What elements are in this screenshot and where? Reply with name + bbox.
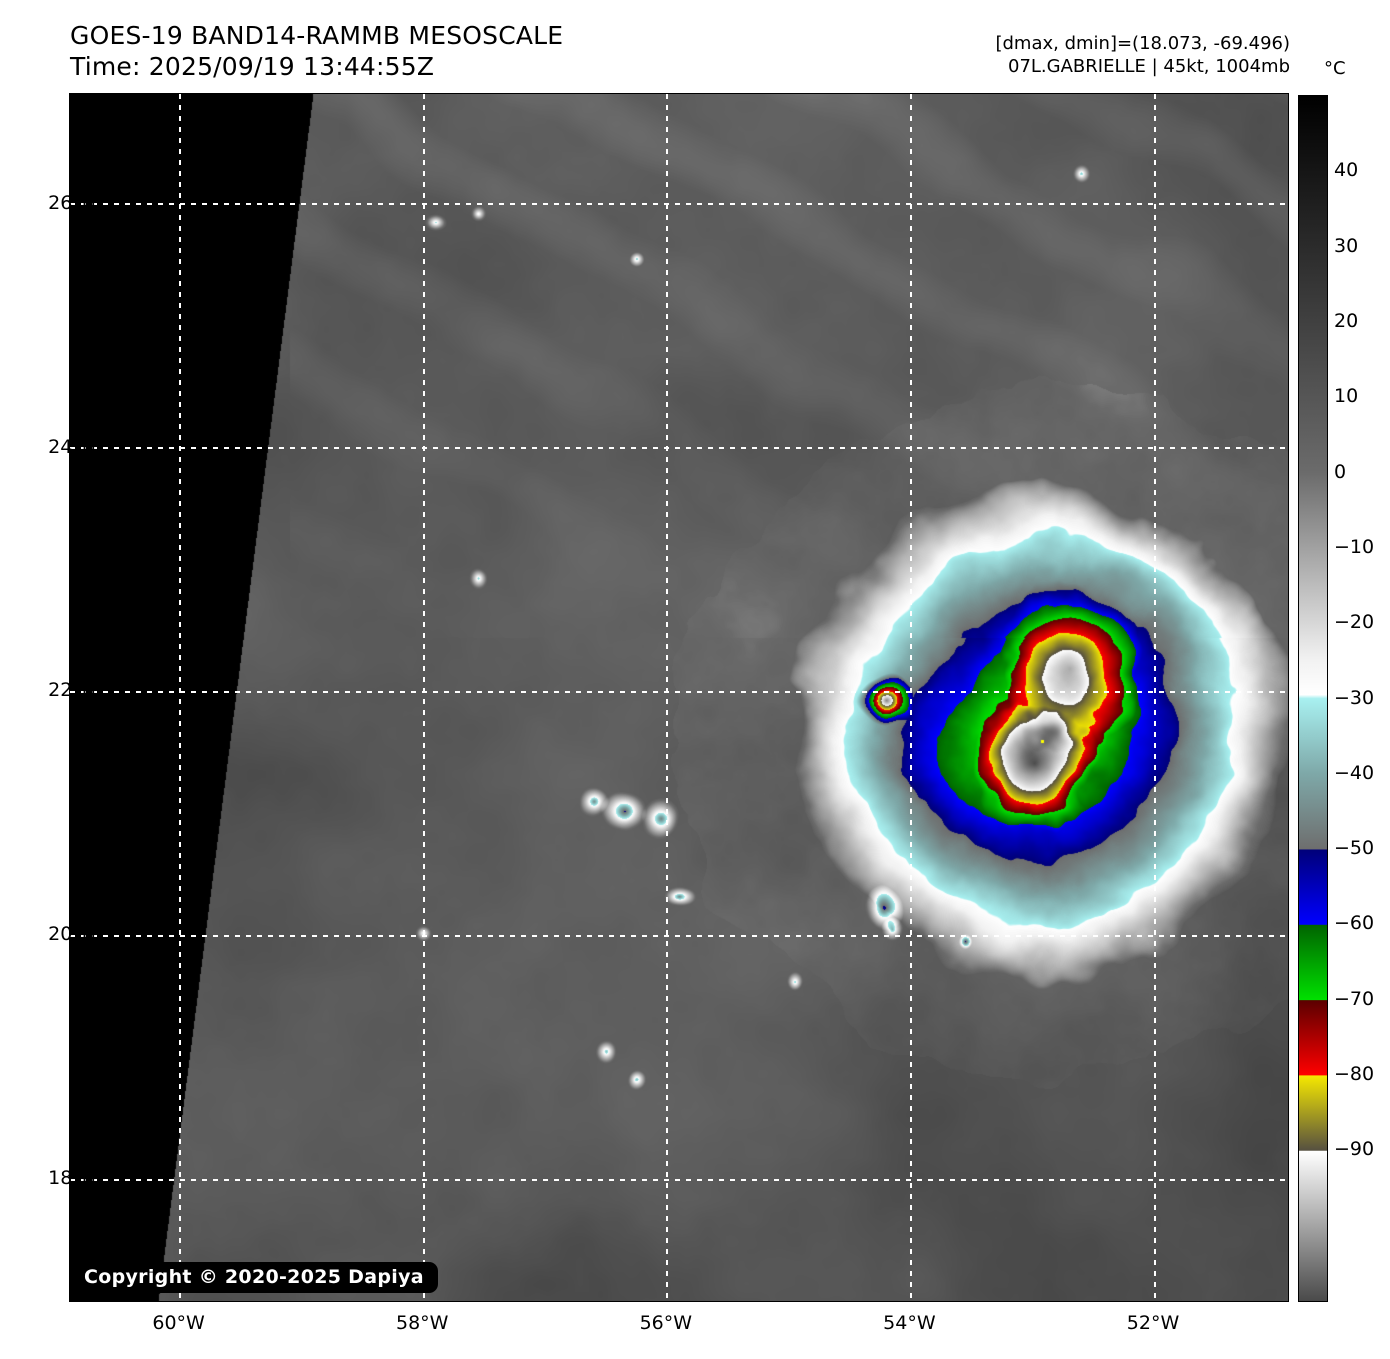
colorbar-tick: −50 bbox=[1334, 837, 1375, 860]
satellite-image-plot[interactable]: Copyright © 2020-2025 Dapiya bbox=[69, 93, 1289, 1302]
infrared-imagery-layer bbox=[70, 94, 1288, 1301]
colorbar-tick: −20 bbox=[1334, 611, 1375, 634]
colorbar-tick: −60 bbox=[1334, 912, 1375, 935]
lat-tick-label: 26°N bbox=[48, 191, 96, 214]
copyright-badge: Copyright © 2020-2025 Dapiya bbox=[70, 1262, 438, 1293]
header-title-block: GOES-19 BAND14-RAMMB MESOSCALE Time: 202… bbox=[70, 20, 563, 82]
colorbar-tick: −10 bbox=[1334, 535, 1375, 558]
colorbar-tick: 0 bbox=[1334, 460, 1347, 483]
colorbar-tick: −70 bbox=[1334, 987, 1375, 1010]
header-metadata-block: [dmax, dmin]=(18.073, -69.496) 07L.GABRI… bbox=[995, 32, 1290, 78]
lat-tick-label: 18°N bbox=[48, 1167, 96, 1190]
colorbar-tick: −40 bbox=[1334, 761, 1375, 784]
storm-info-label: 07L.GABRIELLE | 45kt, 1004mb bbox=[1008, 56, 1290, 77]
lat-tick-label: 22°N bbox=[48, 679, 96, 702]
temperature-colorbar[interactable] bbox=[1298, 95, 1328, 1302]
satellite-image-canvas bbox=[70, 94, 1288, 1301]
colorbar-tick: −30 bbox=[1334, 686, 1375, 709]
lon-tick-label: 56°W bbox=[639, 1312, 693, 1334]
lon-tick-label: 52°W bbox=[1126, 1312, 1180, 1334]
colorbar-tick: −80 bbox=[1334, 1063, 1375, 1086]
colorbar-tick: 40 bbox=[1334, 159, 1359, 182]
lat-tick-label: 24°N bbox=[48, 435, 96, 458]
colorbar-tick: 30 bbox=[1334, 234, 1359, 257]
colorbar-gradient bbox=[1299, 96, 1327, 1301]
colorbar-tick: 20 bbox=[1334, 309, 1359, 332]
lon-tick-label: 54°W bbox=[883, 1312, 936, 1334]
lon-tick-label: 60°W bbox=[152, 1312, 205, 1334]
lat-tick-label: 20°N bbox=[48, 923, 96, 946]
timestamp-label: Time: 2025/09/19 13:44:55Z bbox=[70, 52, 435, 81]
colorbar-tick: −90 bbox=[1334, 1138, 1375, 1161]
dmax-dmin-label: [dmax, dmin]=(18.073, -69.496) bbox=[995, 33, 1290, 54]
colorbar-unit-label: °C bbox=[1324, 58, 1346, 79]
lon-tick-label: 58°W bbox=[395, 1312, 449, 1334]
page-title: GOES-19 BAND14-RAMMB MESOSCALE bbox=[70, 21, 564, 50]
colorbar-tick: 10 bbox=[1334, 385, 1359, 408]
